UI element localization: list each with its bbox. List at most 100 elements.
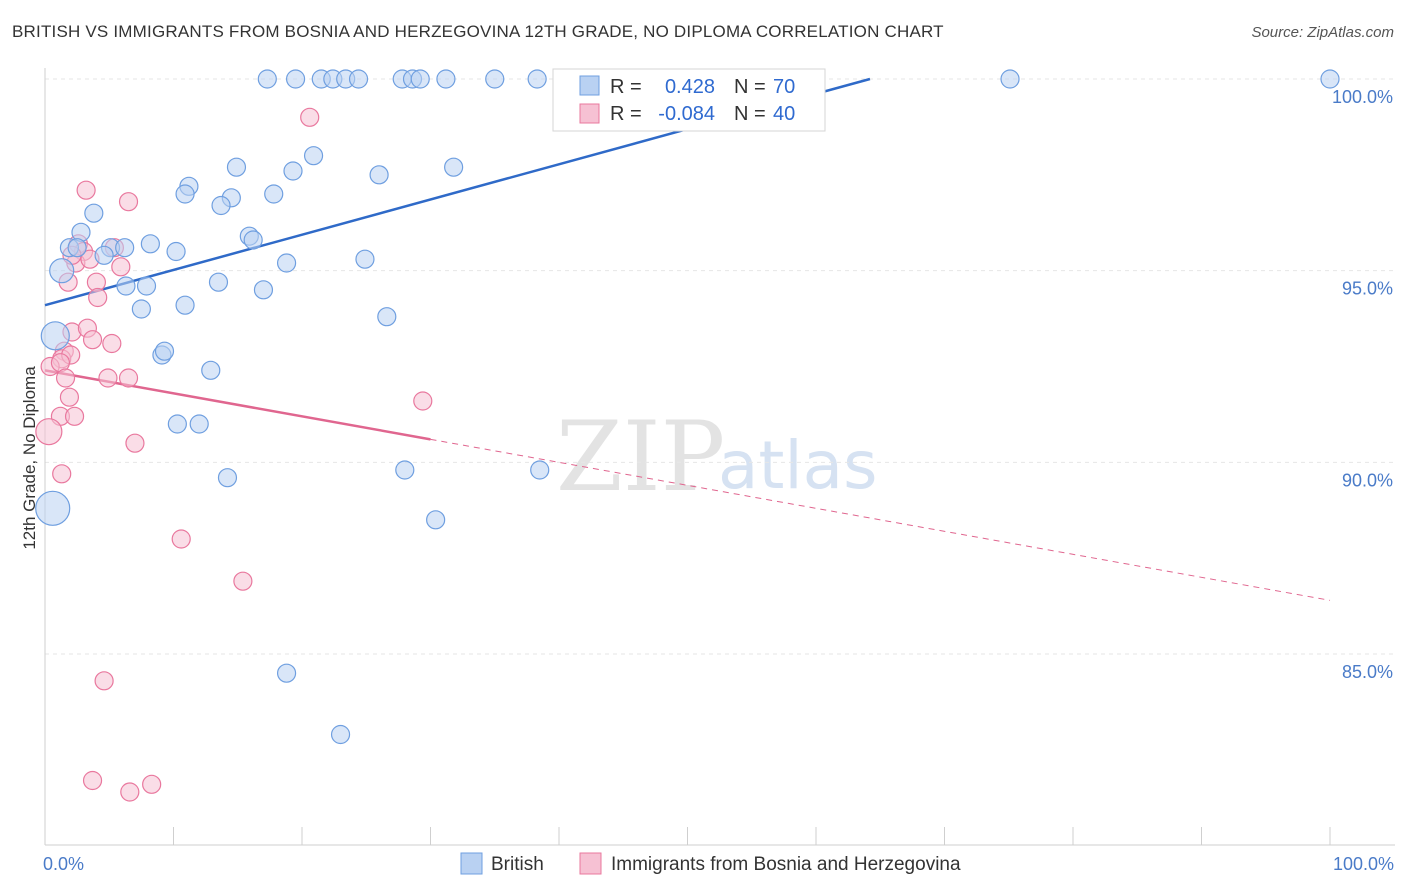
british-point — [154, 341, 175, 361]
bosnia-point — [125, 433, 145, 453]
stats-legend: R = 0.428 N = 70 R = -0.084 N = 40 — [552, 68, 826, 132]
bosnia-point — [88, 287, 108, 308]
legend-bosnia-swatch — [579, 852, 602, 875]
british-point — [303, 146, 324, 166]
stats-british-n-label: N = — [734, 76, 766, 98]
british-point — [49, 258, 75, 284]
grid-lines — [45, 78, 1395, 655]
british-point — [395, 460, 415, 480]
british-point — [115, 238, 135, 258]
british-point — [283, 161, 303, 181]
bosnia-point — [55, 368, 76, 388]
british-point — [257, 69, 277, 89]
british-point — [1320, 69, 1340, 89]
chart-title: BRITISH VS IMMIGRANTS FROM BOSNIA AND HE… — [12, 22, 944, 41]
bosnia-point — [35, 418, 63, 446]
bosnia-point — [94, 671, 114, 691]
british-point — [175, 184, 195, 204]
british-point — [355, 249, 375, 269]
bosnia-point — [171, 529, 191, 549]
british-point — [201, 360, 221, 380]
y-tick-labels: 85.0% 90.0% 95.0% 100.0% — [1332, 87, 1393, 682]
british-point — [348, 69, 369, 89]
british-point — [189, 414, 209, 434]
british-point — [276, 663, 297, 683]
british-point — [211, 195, 231, 216]
british-point — [116, 276, 136, 296]
british-point — [226, 157, 247, 177]
british-point — [175, 295, 195, 315]
british-point — [330, 724, 351, 745]
y-tick-label: 85.0% — [1342, 662, 1393, 682]
british-point — [131, 299, 151, 319]
stats-british-n-value: 70 — [773, 76, 795, 98]
legend-british-swatch — [460, 852, 483, 875]
stats-british-r-value: 0.428 — [665, 76, 715, 98]
legend-british-label: British — [491, 854, 544, 875]
stats-bosnia-n-value: 40 — [773, 103, 795, 125]
british-point — [530, 460, 550, 480]
british-point — [140, 234, 160, 254]
british-point — [217, 468, 238, 488]
british-point — [208, 272, 229, 292]
y-axis-label: 12th Grade, No Diploma — [20, 366, 39, 550]
y-tick-label: 90.0% — [1342, 470, 1393, 490]
bosnia-point — [300, 107, 320, 127]
bosnia-point — [233, 571, 253, 591]
british-point — [94, 245, 114, 265]
watermark-zip: ZIP — [556, 401, 725, 513]
bosnia-point — [98, 368, 118, 388]
bosnia-point — [102, 333, 122, 354]
british-point — [276, 253, 297, 273]
british-point — [1000, 69, 1020, 89]
stats-legend-british-swatch — [579, 75, 600, 96]
british-point — [527, 69, 547, 89]
british-point — [485, 69, 505, 89]
british-point — [436, 69, 456, 89]
british-point — [40, 321, 70, 351]
x-tick-label-max: 100.0% — [1333, 854, 1394, 874]
x-tick-label-min: 0.0% — [43, 854, 84, 874]
bosnia-point — [82, 330, 103, 350]
british-point — [410, 69, 430, 89]
watermark-atlas: atlas — [718, 427, 878, 504]
trend-lines — [44, 77, 1331, 601]
bosnia-point — [52, 464, 72, 484]
british-point — [35, 490, 71, 526]
stats-bosnia-n-label: N = — [734, 103, 766, 125]
british-point — [444, 157, 464, 177]
y-tick-label: 95.0% — [1342, 279, 1393, 299]
british-point — [67, 238, 87, 258]
bosnia-point — [120, 782, 140, 802]
bosnia-point — [76, 180, 96, 200]
british-point — [253, 280, 274, 300]
bottom-legend: British Immigrants from Bosnia and Herze… — [460, 852, 961, 875]
bosnia-point — [59, 387, 80, 407]
british-point — [136, 276, 157, 296]
stats-bosnia-r-label: R = — [610, 103, 642, 125]
british-point — [377, 307, 397, 327]
bosnia-point — [64, 406, 85, 426]
british-point — [264, 184, 284, 204]
stats-bosnia-r-value: -0.084 — [658, 103, 715, 125]
british-point — [285, 69, 306, 89]
bosnia-point — [82, 770, 103, 791]
y-tick-label: 100.0% — [1332, 87, 1393, 107]
bosnia-point — [111, 257, 131, 277]
british-point — [426, 510, 446, 530]
trend-line-bosnia-dashed — [430, 438, 1331, 601]
bosnia-point — [118, 368, 139, 388]
british-point — [84, 203, 104, 223]
axes — [44, 68, 1395, 846]
british-point — [167, 414, 187, 434]
bosnia-point — [118, 192, 139, 212]
stats-british-r-label: R = — [610, 76, 642, 98]
british-point — [369, 165, 389, 185]
british-point — [166, 241, 186, 262]
bosnia-point — [142, 774, 162, 794]
stats-legend-bosnia-swatch — [579, 103, 600, 124]
legend-bosnia-label: Immigrants from Bosnia and Herzegovina — [611, 854, 961, 875]
british-point — [243, 230, 263, 250]
bosnia-point — [413, 391, 433, 411]
